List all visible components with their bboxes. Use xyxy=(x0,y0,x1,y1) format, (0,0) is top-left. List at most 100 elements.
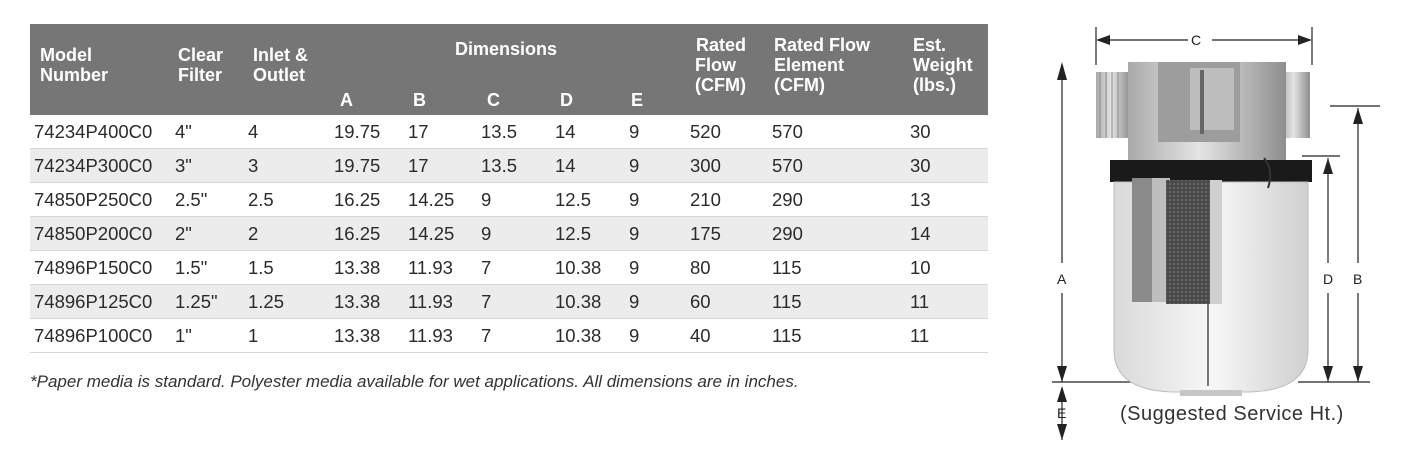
cell-weight: 10 xyxy=(910,257,931,278)
cell-dim-b: 11.93 xyxy=(408,257,453,278)
header-clear-filter: Clear Filter xyxy=(178,45,223,85)
cell-dim-a: 16.25 xyxy=(334,189,381,210)
header-dim-a: A xyxy=(340,90,353,110)
cell-element: 290 xyxy=(772,223,803,244)
dim-label-a: A xyxy=(1057,271,1067,287)
header-model: Model Number xyxy=(40,45,108,85)
table-body: 74234P400C0 4" 4 19.75 17 13.5 14 9 520 … xyxy=(30,115,988,353)
header-dimensions: Dimensions xyxy=(455,39,558,59)
cell-element: 570 xyxy=(772,121,803,142)
header-model-line2: Number xyxy=(40,65,109,85)
header-clear-line2: Filter xyxy=(178,65,223,85)
table-row: 74896P150C0 1.5" 1.5 13.38 11.93 7 10.38… xyxy=(30,251,988,285)
cell-element: 115 xyxy=(772,325,802,346)
cell-dim-e: 9 xyxy=(629,291,640,312)
service-height-caption: (Suggested Service Ht.) xyxy=(1120,403,1344,425)
cell-dim-e: 9 xyxy=(629,189,640,210)
table-row: 74850P200C0 2" 2 16.25 14.25 9 12.5 9 17… xyxy=(30,217,988,251)
dim-label-c: C xyxy=(1191,32,1202,48)
cell-dim-a: 13.38 xyxy=(334,291,381,312)
cell-filter: 3" xyxy=(175,155,192,176)
cell-inlet: 2 xyxy=(248,223,259,244)
cell-inlet: 1.5 xyxy=(248,257,274,278)
table-row: 74234P300C0 3" 3 19.75 17 13.5 14 9 300 … xyxy=(30,149,988,183)
header-weight-line3: (lbs.) xyxy=(913,75,956,95)
cell-inlet: 4 xyxy=(248,121,259,142)
header-dim-c: C xyxy=(487,90,500,110)
cell-dim-c: 7 xyxy=(481,257,492,278)
filter-housing-illustration xyxy=(1052,27,1380,440)
cell-dim-b: 11.93 xyxy=(408,325,453,346)
table-header: Model Number Clear Filter Inlet & Outlet… xyxy=(30,24,988,115)
header-rated-line2: Flow xyxy=(695,55,736,75)
cell-model: 74850P200C0 xyxy=(34,223,153,244)
table-row: 74850P250C0 2.5" 2.5 16.25 14.25 9 12.5 … xyxy=(30,183,988,217)
cell-filter: 2" xyxy=(175,223,192,244)
cell-element: 115 xyxy=(772,257,802,278)
dim-label-b: B xyxy=(1353,271,1363,287)
cell-weight: 11 xyxy=(910,325,930,346)
cell-dim-c: 7 xyxy=(481,291,492,312)
header-rated-flow: Rated Flow (CFM) xyxy=(695,35,746,95)
cell-dim-a: 19.75 xyxy=(334,121,381,142)
cell-dim-a: 13.38 xyxy=(334,325,381,346)
cell-dim-e: 9 xyxy=(629,257,640,278)
header-element-line3: (CFM) xyxy=(774,75,825,95)
cell-dim-d: 10.38 xyxy=(555,257,602,278)
cell-flow: 175 xyxy=(690,223,721,244)
table-row: 74896P100C0 1" 1 13.38 11.93 7 10.38 9 4… xyxy=(30,319,988,353)
table-row: 74896P125C0 1.25" 1.25 13.38 11.93 7 10.… xyxy=(30,285,988,319)
cell-filter: 4" xyxy=(175,121,192,142)
dim-label-e: E xyxy=(1057,405,1067,421)
cell-dim-b: 11.93 xyxy=(408,291,453,312)
header-element-line1: Rated Flow xyxy=(774,35,871,55)
header-element-line2: Element xyxy=(774,55,845,75)
cell-dim-b: 14.25 xyxy=(408,223,455,244)
cell-weight: 13 xyxy=(910,189,931,210)
cell-dim-c: 9 xyxy=(481,189,492,210)
header-weight-line1: Est. xyxy=(913,35,947,55)
cell-filter: 1.5" xyxy=(175,257,208,278)
cell-flow: 60 xyxy=(690,291,711,312)
cell-dim-c: 13.5 xyxy=(481,155,518,176)
cell-dim-e: 9 xyxy=(629,155,640,176)
cell-model: 74896P100C0 xyxy=(34,325,153,346)
header-est-weight: Est. Weight (lbs.) xyxy=(913,35,973,95)
table-row: 74234P400C0 4" 4 19.75 17 13.5 14 9 520 … xyxy=(30,115,988,149)
cell-dim-e: 9 xyxy=(629,223,640,244)
cell-dim-a: 19.75 xyxy=(334,155,381,176)
filter-dimension-diagram: C A D B E (Suggested Service Ht.) xyxy=(1040,10,1414,460)
cell-weight: 30 xyxy=(910,121,931,142)
cell-inlet: 1.25 xyxy=(248,291,285,312)
cell-inlet: 3 xyxy=(248,155,259,176)
cell-filter: 1" xyxy=(175,325,192,346)
header-inlet-line2: Outlet xyxy=(253,65,305,85)
cell-dim-b: 14.25 xyxy=(408,189,455,210)
cell-dim-c: 13.5 xyxy=(481,121,518,142)
cell-dim-e: 9 xyxy=(629,121,640,142)
header-model-line1: Model xyxy=(40,45,92,65)
header-rated-element: Rated Flow Element (CFM) xyxy=(774,35,870,95)
header-inlet-line1: Inlet & xyxy=(253,45,309,65)
cell-dim-c: 7 xyxy=(481,325,492,346)
header-weight-line2: Weight xyxy=(913,55,973,75)
cell-inlet: 1 xyxy=(248,325,259,346)
cell-dim-d: 10.38 xyxy=(555,325,602,346)
cell-dim-c: 9 xyxy=(481,223,492,244)
cell-weight: 11 xyxy=(910,291,930,312)
cell-flow: 80 xyxy=(690,257,711,278)
cell-model: 74896P125C0 xyxy=(34,291,153,312)
header-dim-d: D xyxy=(560,90,573,110)
header-rated-line1: Rated xyxy=(695,35,746,55)
spec-table: Model Number Clear Filter Inlet & Outlet… xyxy=(30,24,988,353)
header-clear-line1: Clear xyxy=(178,45,224,65)
cell-flow: 40 xyxy=(690,325,711,346)
cell-element: 290 xyxy=(772,189,803,210)
cell-filter: 1.25" xyxy=(175,291,218,312)
cell-dim-d: 14 xyxy=(555,121,576,142)
cell-dim-d: 14 xyxy=(555,155,576,176)
cell-element: 570 xyxy=(772,155,803,176)
cell-dim-e: 9 xyxy=(629,325,640,346)
header-dim-b: B xyxy=(413,90,426,110)
header-inlet-outlet: Inlet & Outlet xyxy=(253,45,308,85)
